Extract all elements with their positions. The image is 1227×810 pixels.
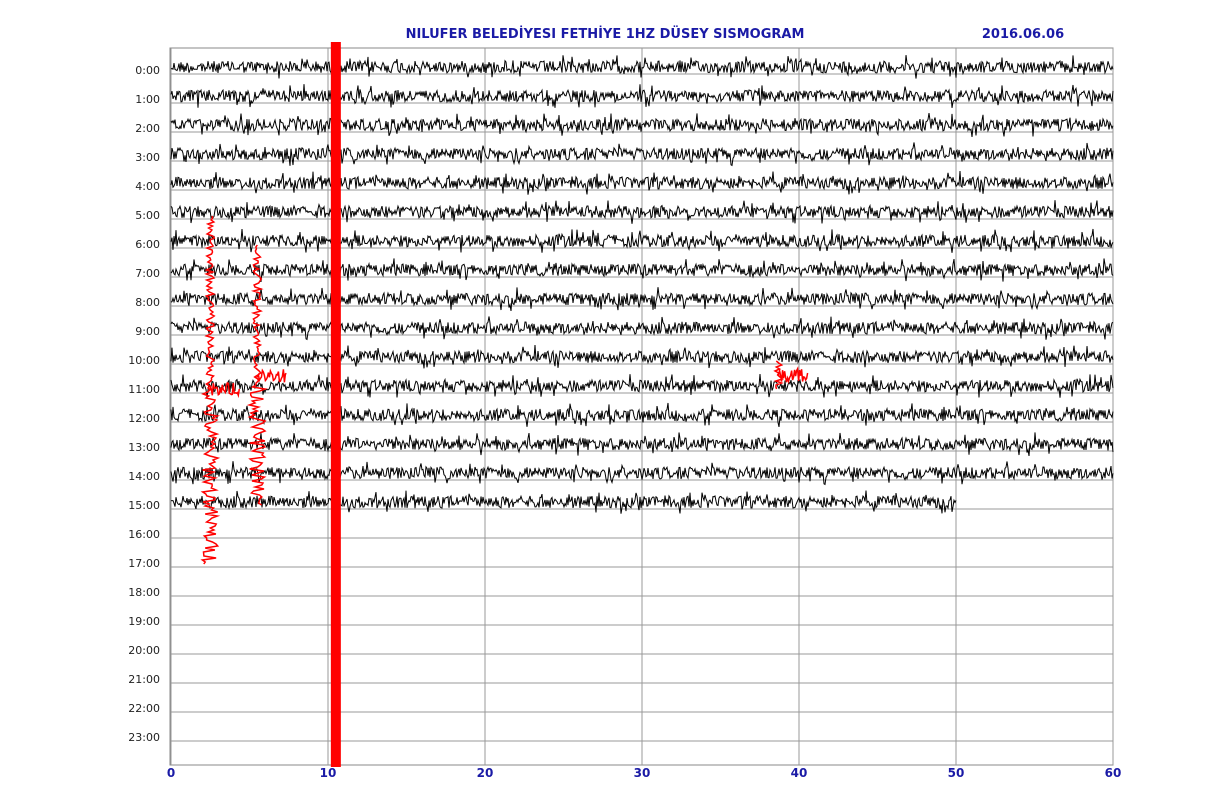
y-tick-label: 19:00 [128, 615, 160, 628]
y-tick-label: 12:00 [128, 412, 160, 425]
y-tick-label: 23:00 [128, 731, 160, 744]
x-tick-label: 20 [477, 766, 494, 780]
event [773, 360, 809, 390]
x-tick-label: 10 [320, 766, 337, 780]
date: 2016.06.06 [982, 27, 1064, 42]
trace [170, 113, 1114, 137]
trace [170, 55, 1114, 79]
event [246, 244, 287, 506]
trace [170, 228, 1114, 253]
x-tick-label: 0 [167, 766, 175, 780]
y-tick-label: 2:00 [135, 122, 160, 135]
y-tick-label: 22:00 [128, 702, 160, 715]
y-tick-label: 10:00 [128, 354, 160, 367]
y-tick-label: 21:00 [128, 673, 160, 686]
y-tick-label: 13:00 [128, 441, 160, 454]
y-tick-label: 15:00 [128, 499, 160, 512]
y-tick-label: 7:00 [135, 267, 160, 280]
x-tick-label: 50 [948, 766, 965, 780]
y-tick-label: 11:00 [128, 383, 160, 396]
trace [170, 287, 1114, 311]
trace [170, 490, 957, 514]
y-tick-label: 1:00 [135, 93, 160, 106]
y-tick-label: 18:00 [128, 586, 160, 599]
x-tick-label: 40 [791, 766, 808, 780]
y-tick-label: 9:00 [135, 325, 160, 338]
trace [170, 373, 1114, 398]
y-tick-label: 8:00 [135, 296, 160, 309]
chart-title: NILUFER BELEDİYESI FETHİYE 1HZ DÜSEY SIS… [406, 26, 805, 42]
event [200, 215, 241, 565]
trace [170, 344, 1114, 369]
trace [170, 170, 1114, 195]
y-tick-label: 14:00 [128, 470, 160, 483]
trace [170, 258, 1114, 283]
y-tick-label: 5:00 [135, 209, 160, 222]
trace [170, 461, 1114, 486]
trace [170, 316, 1114, 341]
y-tick-label: 20:00 [128, 644, 160, 657]
y-tick-label: 17:00 [128, 557, 160, 570]
trace [170, 402, 1114, 428]
event [330, 42, 341, 767]
y-tick-label: 16:00 [128, 528, 160, 541]
x-tick-label: 30 [634, 766, 651, 780]
trace [170, 432, 1114, 456]
y-tick-label: 3:00 [135, 151, 160, 164]
y-tick-label: 0:00 [135, 64, 160, 77]
y-tick-label: 6:00 [135, 238, 160, 251]
trace [170, 84, 1114, 108]
x-tick-label: 60 [1105, 766, 1122, 780]
trace [170, 200, 1114, 224]
trace [170, 142, 1114, 167]
y-tick-label: 4:00 [135, 180, 160, 193]
